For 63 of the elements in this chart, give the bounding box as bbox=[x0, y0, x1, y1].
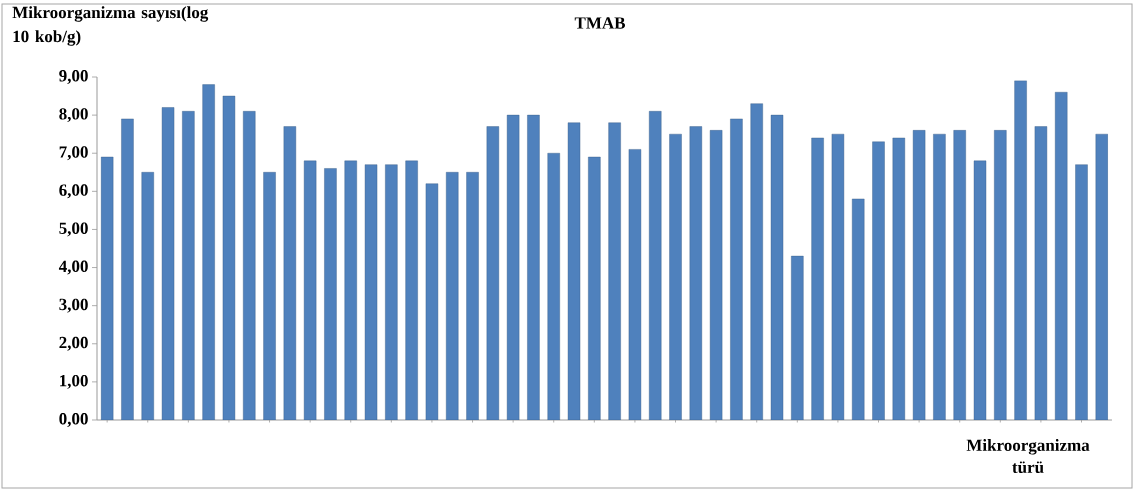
bar bbox=[161, 107, 175, 420]
y-tick-label: 7,00 bbox=[59, 146, 88, 161]
bar bbox=[608, 122, 621, 420]
bar bbox=[811, 137, 824, 420]
bar bbox=[791, 255, 804, 420]
y-tick-label: 6,00 bbox=[59, 184, 88, 199]
bar bbox=[872, 141, 885, 420]
bar bbox=[1075, 164, 1088, 420]
bar bbox=[689, 126, 703, 420]
bar bbox=[831, 133, 845, 420]
bar bbox=[1055, 92, 1068, 420]
y-axis-title: Mikroorganizma sayısı(log 10 kob/g) bbox=[12, 6, 209, 46]
bar bbox=[385, 164, 398, 420]
bar bbox=[669, 133, 682, 420]
bar bbox=[892, 137, 906, 420]
y-tick-label: 8,00 bbox=[59, 108, 88, 123]
bar bbox=[506, 114, 520, 420]
bar bbox=[588, 156, 601, 420]
bar bbox=[567, 122, 581, 420]
bar bbox=[263, 172, 276, 420]
bar bbox=[750, 103, 763, 420]
bar bbox=[486, 126, 500, 420]
bar bbox=[324, 168, 337, 420]
bar bbox=[994, 130, 1007, 420]
bar bbox=[364, 164, 378, 420]
y-tick-label: 3,00 bbox=[59, 298, 88, 313]
bar bbox=[446, 172, 459, 420]
y-tick-label: 9,00 bbox=[59, 70, 88, 84]
bar bbox=[709, 130, 723, 420]
bar bbox=[222, 95, 236, 420]
bar bbox=[202, 84, 215, 420]
bar bbox=[100, 156, 114, 420]
bar bbox=[425, 183, 439, 420]
y-tick-label: 2,00 bbox=[59, 336, 88, 351]
bar bbox=[547, 153, 560, 420]
bar bbox=[1034, 126, 1048, 420]
bar bbox=[121, 118, 134, 420]
y-tick-label: 4,00 bbox=[58, 260, 88, 275]
y-tick-label: 5,00 bbox=[59, 222, 88, 237]
bar bbox=[933, 133, 946, 420]
bar bbox=[283, 126, 297, 420]
bar bbox=[182, 111, 195, 420]
bar bbox=[405, 160, 418, 420]
bar bbox=[466, 172, 479, 420]
chart-title: TMAB bbox=[574, 17, 626, 29]
x-axis-title: Mikroorganizma türü bbox=[966, 439, 1090, 473]
bar bbox=[852, 198, 865, 420]
bar bbox=[770, 114, 784, 420]
bar bbox=[628, 149, 642, 420]
bar bbox=[344, 160, 357, 420]
bar bbox=[973, 160, 987, 420]
bar bbox=[730, 118, 743, 420]
bar bbox=[1014, 80, 1027, 420]
bar bbox=[141, 172, 154, 420]
bar bbox=[649, 111, 662, 420]
y-tick-label: 0,00 bbox=[59, 413, 88, 427]
bar bbox=[912, 130, 926, 420]
y-tick-label: 1,00 bbox=[60, 374, 88, 389]
bar bbox=[303, 160, 317, 420]
bar bbox=[1095, 133, 1108, 420]
bar bbox=[243, 111, 256, 420]
bar bbox=[953, 130, 966, 420]
bar bbox=[527, 114, 540, 420]
